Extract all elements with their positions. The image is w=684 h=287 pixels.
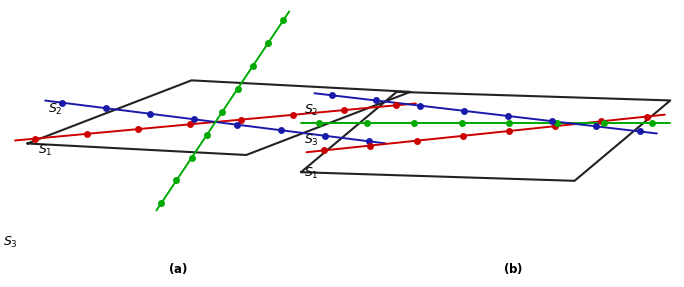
Text: $S_3$: $S_3$ [3,235,18,250]
Text: $S_2$: $S_2$ [48,102,62,117]
Text: $\mathbf{(b)}$: $\mathbf{(b)}$ [503,261,523,276]
Text: $\mathbf{(a)}$: $\mathbf{(a)}$ [168,261,187,276]
Text: $S_1$: $S_1$ [304,166,319,181]
Text: $S_3$: $S_3$ [304,133,319,148]
Text: $S_1$: $S_1$ [38,143,52,158]
Text: $S_2$: $S_2$ [304,103,319,118]
